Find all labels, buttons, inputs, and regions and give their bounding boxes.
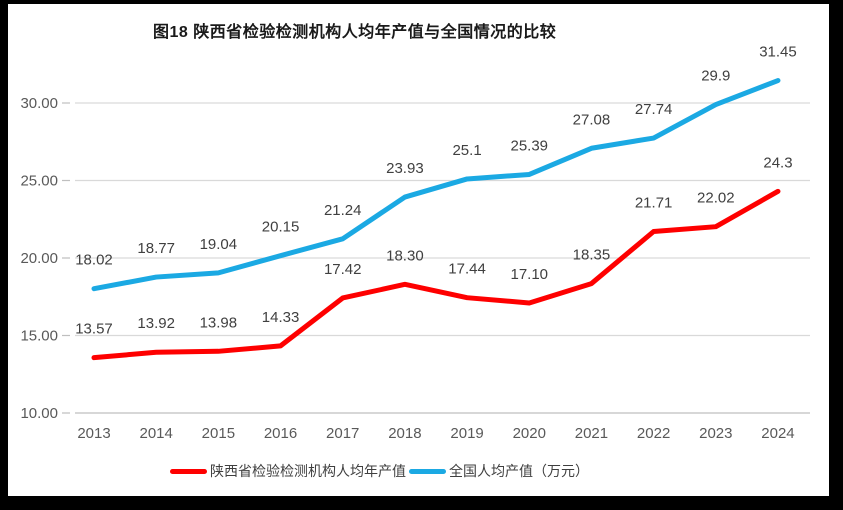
data-label: 13.57 [75,321,113,338]
y-tick-label: 25.00 [20,173,58,190]
data-label: 21.24 [324,202,362,219]
x-tick-label: 2022 [637,425,670,442]
data-label: 13.92 [137,315,175,332]
data-label: 17.10 [510,266,548,283]
x-tick-label: 2013 [77,425,110,442]
data-label: 22.02 [697,190,735,207]
data-label: 27.74 [635,101,673,118]
legend-swatch-national [409,468,446,474]
data-label: 18.30 [386,247,424,264]
x-tick-label: 2015 [202,425,235,442]
data-label: 19.04 [200,236,238,253]
data-label: 27.08 [573,111,611,128]
x-tick-label: 2014 [139,425,172,442]
x-tick-label: 2018 [388,425,421,442]
y-tick-label: 15.00 [20,328,58,345]
data-label: 24.3 [763,154,792,171]
data-label: 25.39 [510,137,548,154]
data-label: 25.1 [452,142,481,159]
chart-title: 图18 陕西省检验检测机构人均年产值与全国情况的比较 [153,24,557,41]
y-tick-label: 10.00 [20,405,58,422]
legend-swatch-shaanxi [170,468,207,474]
data-label: 29.9 [701,68,730,85]
data-label: 18.02 [75,252,113,269]
legend-label-shaanxi: 陕西省检验检测机构人均年产值 [210,463,406,479]
x-tick-label: 2017 [326,425,359,442]
legend-label-national: 全国人均产值（万元） [449,463,589,479]
series-line-shaanxi [91,188,781,361]
data-label: 17.42 [324,261,362,278]
chart-legend: 陕西省检验检测机构人均年产值 全国人均产值（万元） [167,461,589,481]
data-label: 18.35 [573,247,611,264]
data-label: 23.93 [386,160,424,177]
data-label: 13.98 [200,314,238,331]
data-label: 31.45 [759,44,797,61]
data-label: 20.15 [262,219,300,236]
data-label: 18.77 [137,240,175,257]
x-tick-label: 2019 [450,425,483,442]
x-tick-label: 2024 [761,425,794,442]
data-label: 21.71 [635,194,673,211]
chart-canvas [8,4,829,496]
x-tick-label: 2020 [513,425,546,442]
y-tick-label: 20.00 [20,250,58,267]
data-label: 14.33 [262,309,300,326]
y-tick-label: 30.00 [20,95,58,112]
data-label: 17.44 [448,261,486,278]
x-tick-label: 2016 [264,425,297,442]
x-tick-label: 2021 [575,425,608,442]
x-tick-label: 2023 [699,425,732,442]
series-line-national [91,78,781,292]
